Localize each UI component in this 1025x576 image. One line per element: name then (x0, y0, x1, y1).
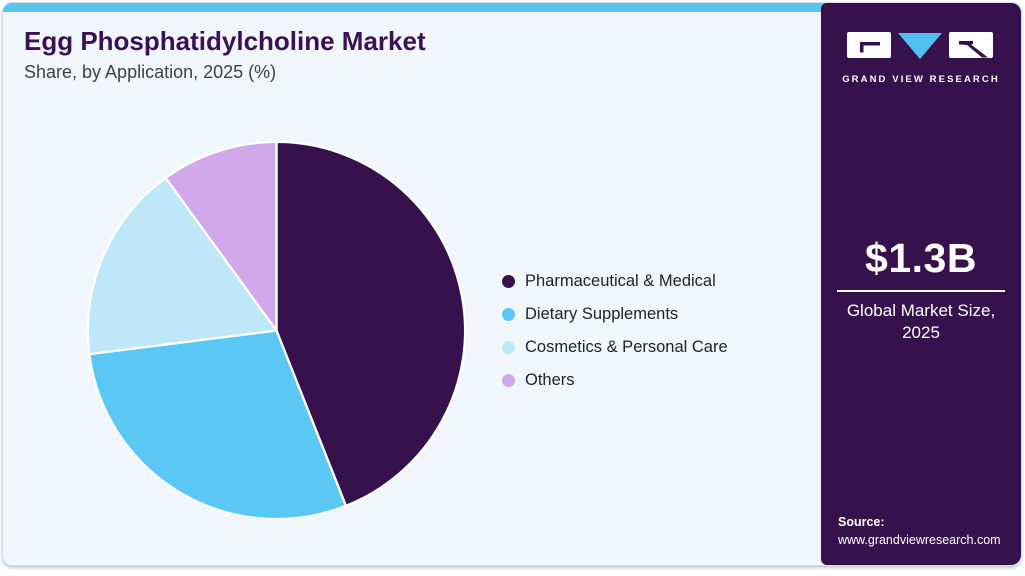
legend-swatch-icon (502, 374, 515, 387)
source-block: Source: www.grandviewresearch.com (838, 513, 1001, 551)
market-size-label-line2: 2025 (902, 323, 940, 343)
gvr-logo: GRAND VIEW RESEARCH (821, 28, 1021, 85)
logo-text: GRAND VIEW RESEARCH (842, 74, 1000, 85)
legend-item: Pharmaceutical & Medical (502, 265, 728, 298)
legend-item: Dietary Supplements (502, 298, 728, 331)
market-size-divider (837, 290, 1005, 292)
infographic-card: Egg Phosphatidylcholine Market Share, by… (2, 2, 1022, 566)
top-accent-bar (3, 3, 1021, 12)
pie-slice (275, 140, 467, 507)
source-url: www.grandviewresearch.com (838, 533, 1001, 548)
legend-item: Cosmetics & Personal Care (502, 331, 728, 364)
source-label: Source: (838, 514, 885, 529)
gvr-logo-marks (847, 32, 993, 59)
market-size-label: Global Market Size, 2025 (821, 300, 1021, 345)
sidebar: GRAND VIEW RESEARCH $1.3B Global Market … (821, 3, 1021, 565)
legend-swatch-icon (502, 308, 515, 321)
legend-label: Dietary Supplements (525, 305, 679, 323)
pie-slice (164, 140, 278, 332)
pie-chart (86, 140, 467, 521)
legend-swatch-icon (502, 275, 515, 288)
market-size-label-line1: Global Market Size, (846, 301, 996, 320)
market-size-block: $1.3B Global Market Size, 2025 (821, 235, 1021, 345)
legend-item: Others (502, 364, 728, 397)
legend-label: Cosmetics & Personal Care (525, 338, 728, 356)
legend: Pharmaceutical & Medical Dietary Suppleme… (502, 265, 728, 397)
legend-swatch-icon (502, 341, 515, 354)
legend-label: Others (525, 371, 575, 389)
pie-slice (88, 329, 348, 521)
page-title: Egg Phosphatidylcholine Market (24, 26, 426, 56)
v-mark-icon (898, 33, 942, 59)
market-size-value: $1.3B (865, 235, 977, 281)
page-subtitle: Share, by Application, 2025 (%) (24, 61, 277, 82)
pie-slice (86, 176, 278, 356)
legend-label: Pharmaceutical & Medical (525, 272, 716, 290)
chart-header: Egg Phosphatidylcholine Market Share, by… (24, 27, 426, 83)
